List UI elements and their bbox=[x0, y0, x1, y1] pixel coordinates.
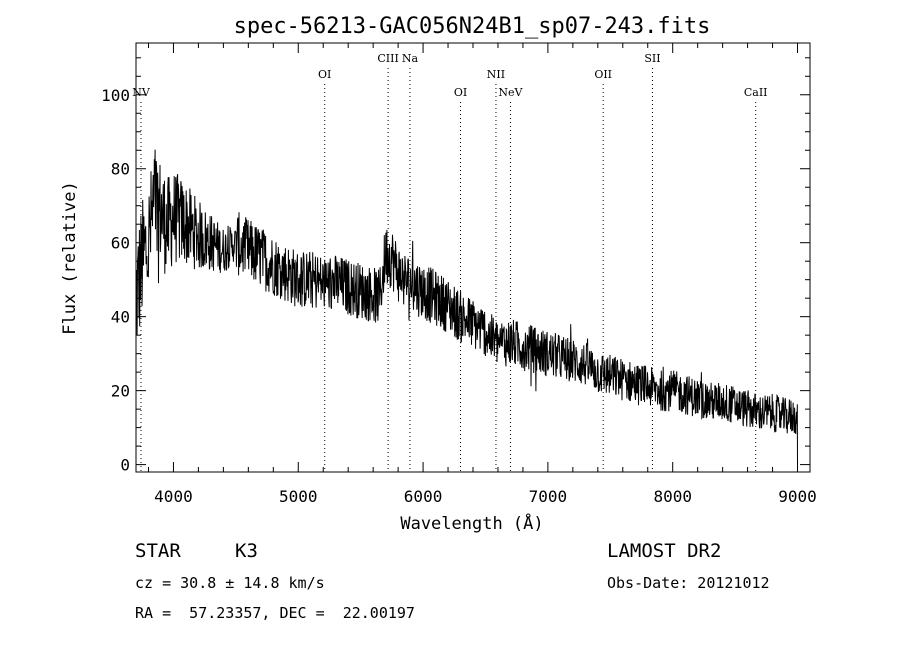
spectral-line-label: SII bbox=[644, 52, 660, 65]
survey-name: LAMOST DR2 bbox=[607, 540, 722, 562]
spectral-line-label: OI bbox=[454, 86, 467, 99]
x-tick-label: 7000 bbox=[529, 487, 568, 506]
x-axis-label: Wavelength (Å) bbox=[400, 512, 543, 534]
y-tick-label: 0 bbox=[120, 456, 130, 475]
y-tick-label: 40 bbox=[111, 308, 130, 327]
x-tick-label: 5000 bbox=[279, 487, 318, 506]
spectral-line-label: CIII bbox=[377, 52, 398, 65]
redshift-text: cz = 30.8 ± 14.8 km/s bbox=[135, 574, 325, 592]
y-tick-label: 60 bbox=[111, 234, 130, 253]
x-axis: 4000 5000 6000 7000 8000 9000 bbox=[147, 43, 817, 506]
spectrum-line bbox=[135, 149, 798, 465]
object-class: STAR bbox=[135, 540, 181, 562]
spectral-line-label: OI bbox=[318, 68, 331, 81]
chart-title: spec-56213-GAC056N24B1_sp07-243.fits bbox=[234, 14, 711, 39]
spectral-line-label: NV bbox=[132, 86, 151, 99]
spectral-line-label: NII bbox=[487, 68, 505, 81]
spectral-line-label: NeV bbox=[498, 86, 523, 99]
x-tick-label: 8000 bbox=[653, 487, 692, 506]
y-tick-label: 20 bbox=[111, 382, 130, 401]
y-axis-label: Flux (relative) bbox=[60, 181, 80, 335]
object-subclass: K3 bbox=[235, 540, 258, 562]
radec-text: RA = 57.23357, DEC = 22.00197 bbox=[135, 604, 415, 622]
y-tick-label: 80 bbox=[111, 160, 130, 179]
y-axis: 0 20 40 60 80 100 bbox=[101, 57, 810, 475]
spectral-line-markers: NV OI CIII Na OI NII NeV OII SII CaII bbox=[132, 52, 768, 472]
spectral-line-label: OII bbox=[594, 68, 612, 81]
x-tick-label: 9000 bbox=[778, 487, 817, 506]
spectral-line-label: CaII bbox=[744, 86, 768, 99]
x-tick-label: 6000 bbox=[404, 487, 443, 506]
y-tick-label: 100 bbox=[101, 86, 130, 105]
x-tick-label: 4000 bbox=[154, 487, 193, 506]
obs-date-text: Obs-Date: 20121012 bbox=[607, 574, 770, 592]
spectral-line-label: Na bbox=[402, 52, 419, 65]
